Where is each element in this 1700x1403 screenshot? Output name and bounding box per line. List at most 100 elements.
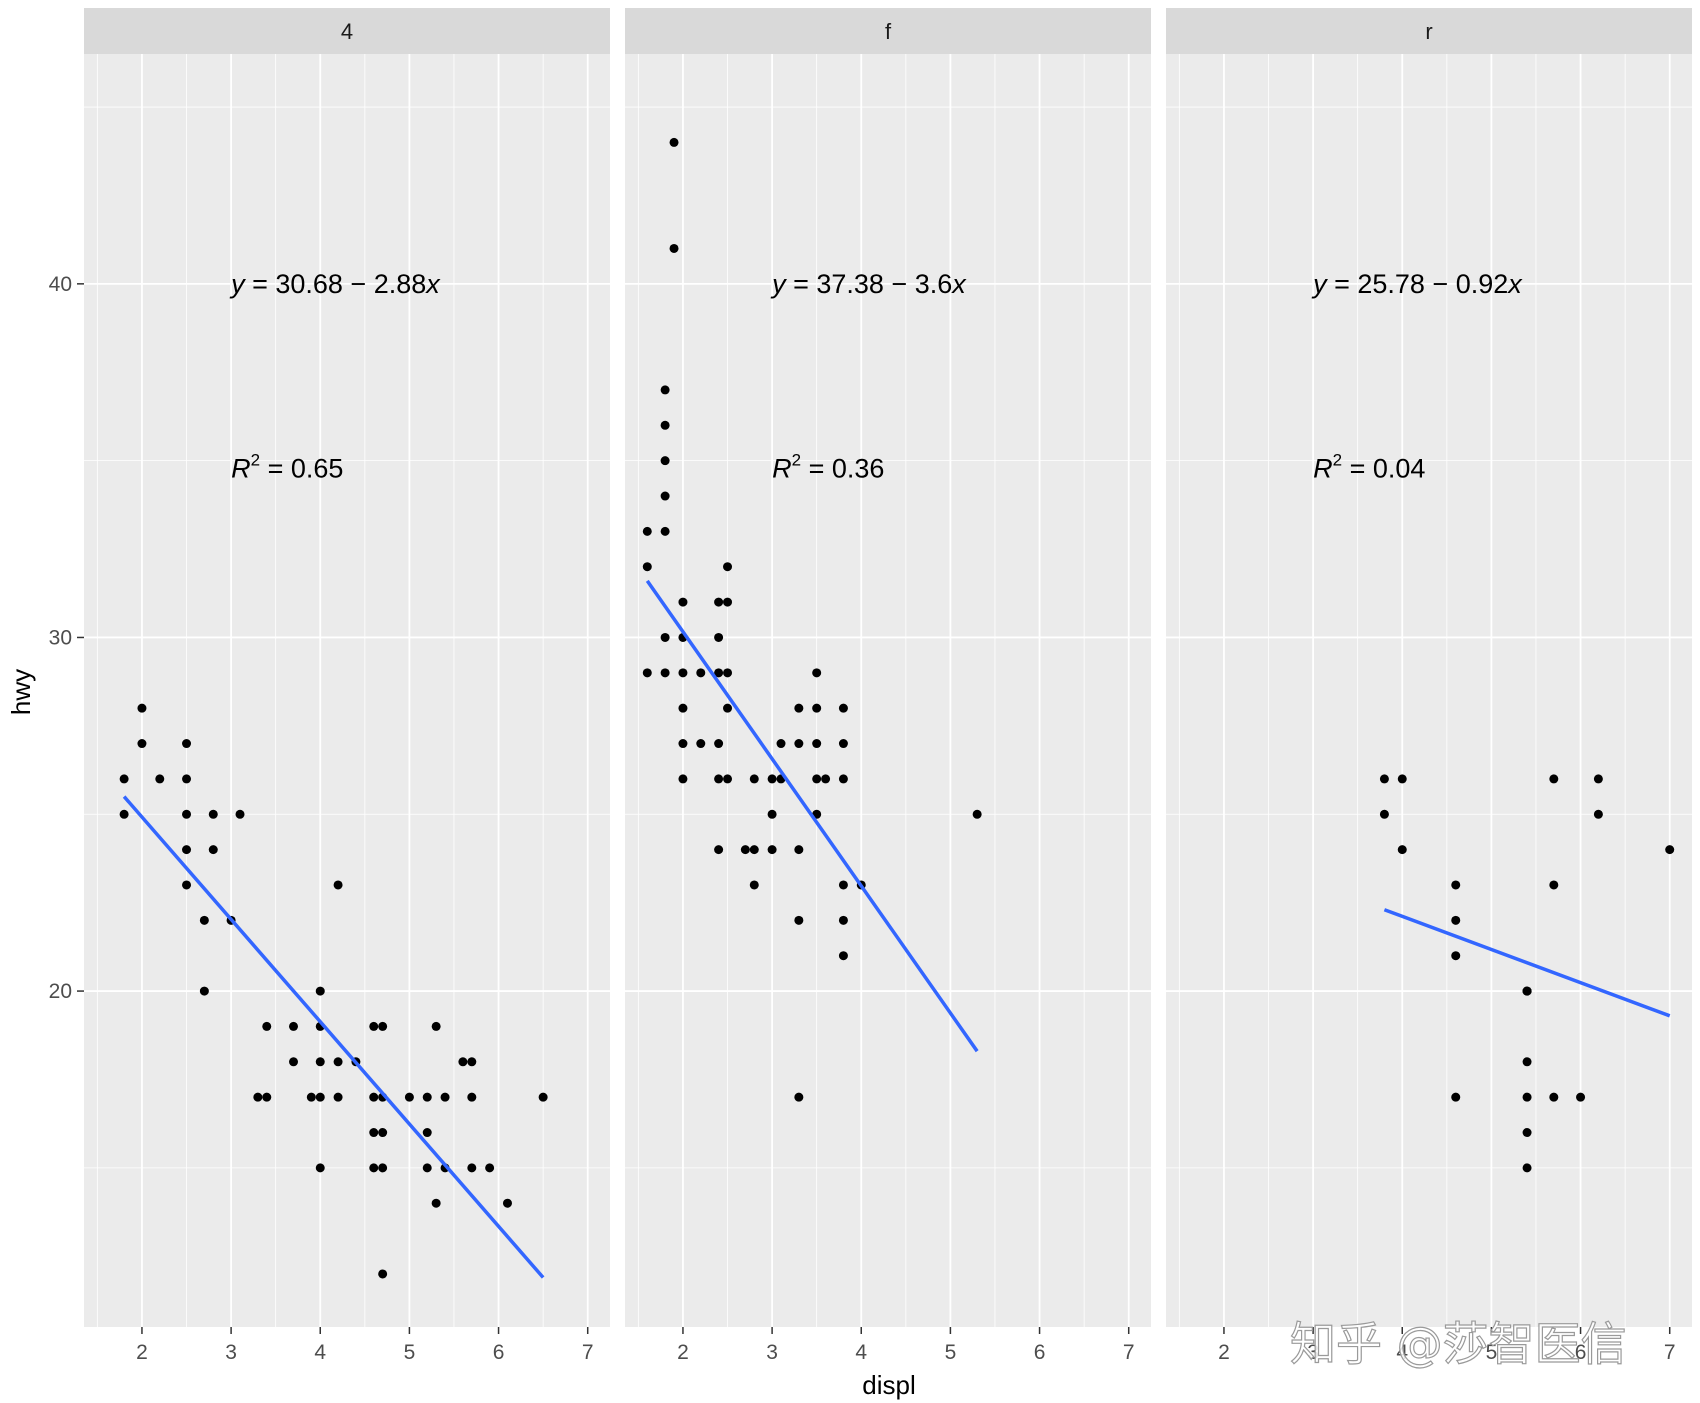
data-point (678, 739, 688, 749)
data-point (1593, 809, 1603, 819)
data-point (467, 1163, 477, 1173)
data-point (1549, 774, 1559, 784)
data-point (838, 774, 848, 784)
y-axis-title: hwy (6, 669, 36, 715)
data-point (467, 1092, 477, 1102)
x-axis-r: 2 3 4 5 6 7 (1218, 1327, 1676, 1364)
data-point (696, 668, 706, 678)
data-point (431, 1021, 441, 1031)
data-point (660, 632, 670, 642)
data-point (972, 809, 982, 819)
data-point (794, 739, 804, 749)
data-point (378, 1021, 388, 1031)
data-point (155, 774, 165, 784)
r-squared-annotation: R2 = 0.04 (1313, 451, 1425, 484)
data-point (431, 1198, 441, 1208)
x-tick-label: 5 (404, 1341, 416, 1364)
data-point (422, 1128, 432, 1138)
data-point (723, 703, 733, 713)
data-point (749, 774, 759, 784)
data-point (262, 1021, 272, 1031)
data-point (1576, 1092, 1586, 1102)
data-point (422, 1163, 432, 1173)
x-axes: 2 3 4 5 6 7 2 3 4 5 6 7 2 3 4 5 6 7 (136, 1327, 1676, 1364)
x-tick-label: 6 (1034, 1341, 1046, 1364)
data-point (378, 1128, 388, 1138)
data-point (119, 774, 129, 784)
r-squared-superscript: 2 (1333, 451, 1342, 470)
data-point (1451, 1092, 1461, 1102)
data-point (838, 951, 848, 961)
data-point (378, 1269, 388, 1279)
data-point (1593, 774, 1603, 784)
panel-background (625, 54, 1151, 1327)
regression-line (1383, 908, 1671, 1018)
data-point (253, 1092, 263, 1102)
x-tick-label: 3 (766, 1341, 778, 1364)
data-point (1397, 774, 1407, 784)
data-point (669, 243, 679, 253)
x-tick-label: 2 (1218, 1341, 1230, 1364)
equation-y: y (229, 269, 246, 299)
x-tick-label: 6 (493, 1341, 505, 1364)
data-point (333, 1092, 343, 1102)
data-point (714, 774, 724, 784)
data-point (378, 1163, 388, 1173)
data-point (660, 491, 670, 501)
data-point (199, 986, 209, 996)
data-point (812, 703, 822, 713)
data-point (812, 739, 822, 749)
x-tick-label: 5 (945, 1341, 957, 1364)
data-point (714, 597, 724, 607)
equation-x: x (1506, 269, 1523, 299)
data-point (660, 385, 670, 395)
y-axis: 20 30 40 (49, 273, 84, 1003)
data-point (723, 597, 733, 607)
data-point (306, 1092, 316, 1102)
data-point (538, 1092, 548, 1102)
equation-y: y (1311, 269, 1328, 299)
data-point (1522, 1128, 1532, 1138)
r-squared-r: R (231, 454, 251, 484)
data-point (1549, 880, 1559, 890)
data-point (767, 809, 777, 819)
data-point (812, 668, 822, 678)
x-tick-label: 5 (1486, 1341, 1498, 1364)
data-point (678, 774, 688, 784)
data-point (794, 1092, 804, 1102)
data-point (440, 1092, 450, 1102)
equation-annotation: y = 25.78 − 0.92x (1311, 269, 1523, 299)
y-tick-label: 40 (49, 273, 72, 296)
data-point (333, 1057, 343, 1067)
data-point (678, 597, 688, 607)
panel-background (84, 54, 610, 1327)
facet-panel-4: 4 y = 30.68 − 2.88x R2 = 0.65 (84, 8, 610, 1327)
facet-strip (625, 8, 1151, 54)
data-point (182, 880, 192, 890)
data-point (369, 1128, 379, 1138)
y-tick-label: 30 (49, 626, 72, 649)
data-point (1451, 915, 1461, 925)
data-point (749, 880, 759, 890)
data-point (678, 668, 688, 678)
data-point (235, 809, 245, 819)
data-point (740, 845, 750, 855)
data-point (404, 1092, 414, 1102)
data-point (660, 456, 670, 466)
data-point (767, 774, 777, 784)
data-point (485, 1163, 495, 1173)
data-point (208, 845, 218, 855)
x-tick-label: 6 (1575, 1341, 1587, 1364)
data-point (137, 739, 147, 749)
x-tick-label: 4 (855, 1341, 867, 1364)
facet-strip-label: 4 (341, 19, 353, 44)
equation-body: = 25.78 − 0.92 (1327, 269, 1509, 299)
data-point (467, 1057, 477, 1067)
data-point (182, 739, 192, 749)
data-point (749, 845, 759, 855)
x-tick-label: 7 (1664, 1341, 1676, 1364)
data-point (369, 1163, 379, 1173)
data-point (1549, 1092, 1559, 1102)
data-point (1379, 809, 1389, 819)
